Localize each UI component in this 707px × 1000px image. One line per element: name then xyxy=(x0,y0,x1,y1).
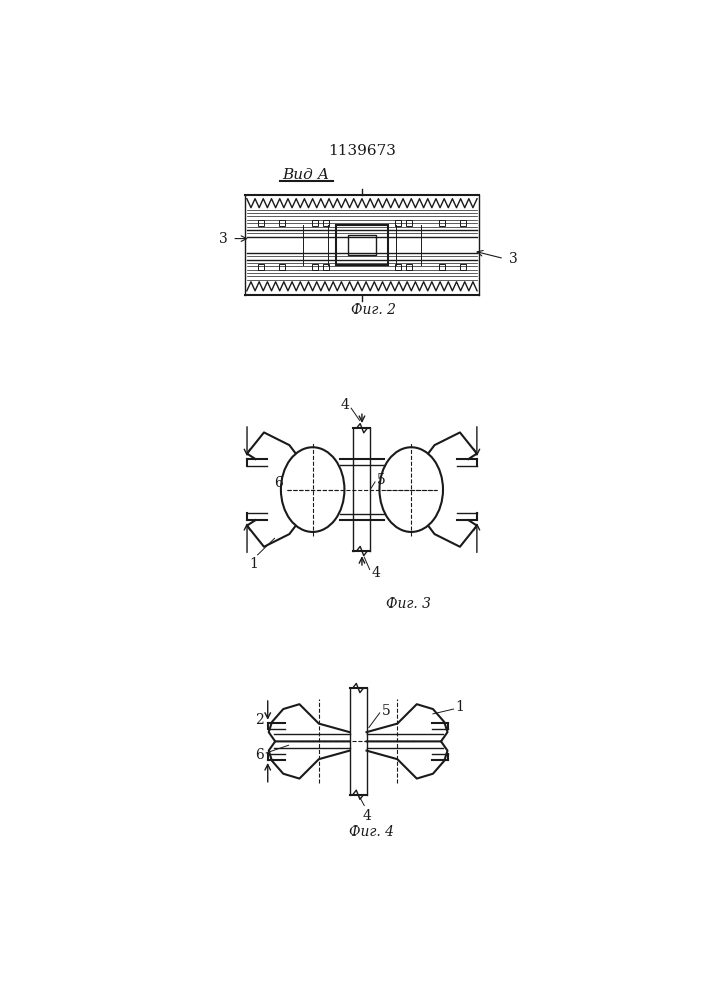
Bar xyxy=(336,225,387,265)
Bar xyxy=(258,264,264,270)
Text: Вид А: Вид А xyxy=(282,168,329,182)
Bar xyxy=(460,220,466,226)
Bar xyxy=(312,220,318,226)
Text: 3: 3 xyxy=(508,252,518,266)
Text: Фиг. 4: Фиг. 4 xyxy=(349,825,395,839)
Bar xyxy=(323,220,329,226)
Bar xyxy=(258,220,264,226)
Text: 4: 4 xyxy=(371,566,380,580)
Text: 6: 6 xyxy=(274,476,283,490)
Bar xyxy=(323,264,329,270)
Bar xyxy=(312,264,318,270)
Bar xyxy=(406,220,412,226)
Bar xyxy=(279,264,285,270)
Text: 5: 5 xyxy=(378,473,386,487)
Ellipse shape xyxy=(281,447,344,532)
Bar xyxy=(439,220,445,226)
Bar xyxy=(406,264,412,270)
Bar xyxy=(395,264,401,270)
Bar xyxy=(348,235,376,255)
Text: 1139673: 1139673 xyxy=(328,144,396,158)
Text: 1: 1 xyxy=(249,557,258,571)
Text: 5: 5 xyxy=(382,704,391,718)
Ellipse shape xyxy=(380,447,443,532)
Text: Фиг. 3: Фиг. 3 xyxy=(385,597,431,611)
Text: 3: 3 xyxy=(219,232,228,246)
Text: 6: 6 xyxy=(255,748,264,762)
Text: 1: 1 xyxy=(455,700,464,714)
Bar xyxy=(439,264,445,270)
Text: 2: 2 xyxy=(255,713,264,727)
Text: 4: 4 xyxy=(363,809,372,823)
Bar xyxy=(395,220,401,226)
Text: Фиг. 2: Фиг. 2 xyxy=(351,303,396,317)
Text: 4: 4 xyxy=(341,398,349,412)
Bar xyxy=(279,220,285,226)
Bar xyxy=(460,264,466,270)
